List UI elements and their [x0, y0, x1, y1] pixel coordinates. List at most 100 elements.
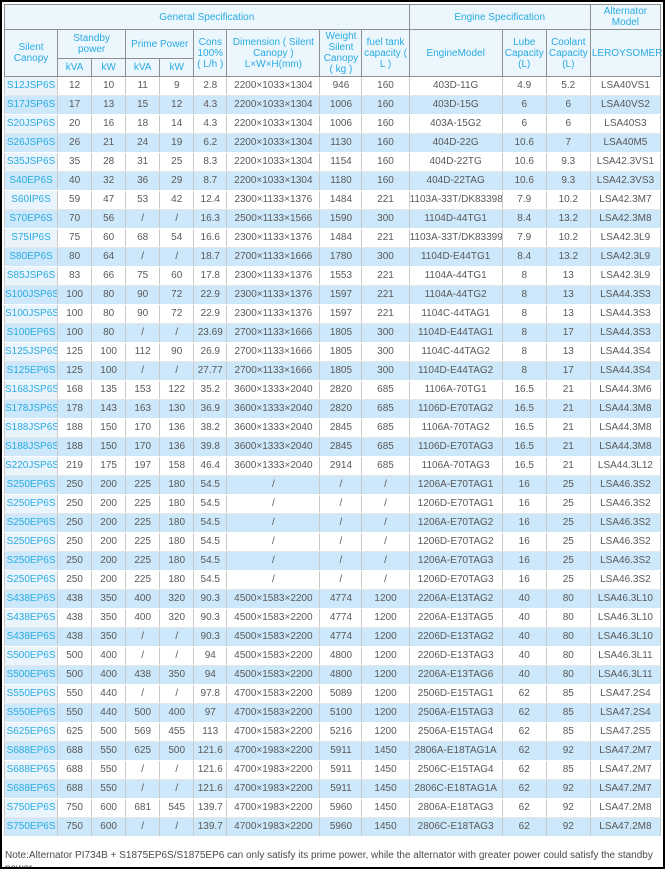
- silent-canopy-model-link[interactable]: S500EP6S: [3, 646, 59, 666]
- cons-100-value: 4.3: [193, 114, 228, 134]
- silent-canopy-model-link[interactable]: S85JSP6S: [3, 266, 59, 286]
- silent-canopy-model-link[interactable]: S625EP6S: [3, 722, 59, 742]
- dimension-value: 2300×1133×1376: [226, 304, 321, 324]
- standby-kva-value: 500: [57, 665, 93, 685]
- lube-capacity-value: 10.6: [501, 133, 547, 153]
- silent-canopy-model-link[interactable]: S250EP6S: [3, 551, 59, 571]
- silent-canopy-model-link[interactable]: S250EP6S: [3, 570, 59, 590]
- prime-kw-value: 545: [159, 798, 195, 818]
- silent-canopy-model-link[interactable]: S12JSP6S: [3, 76, 59, 96]
- silent-canopy-model-link[interactable]: S500EP6S: [3, 665, 59, 685]
- standby-kva-value: 750: [57, 817, 93, 837]
- silent-canopy-model-link[interactable]: S20JSP6S: [3, 114, 59, 134]
- silent-canopy-model-link[interactable]: S550EP6S: [3, 703, 59, 723]
- prime-kva-value: /: [125, 247, 161, 267]
- prime-kw-value: 500: [159, 741, 195, 761]
- fuel-tank-value: 300: [361, 247, 410, 267]
- table-row: S688EP6S 688 550 625 500 121.6 4700×1983…: [3, 741, 662, 761]
- silent-canopy-model-link[interactable]: S35JSP6S: [3, 152, 59, 172]
- standby-kw-value: 350: [91, 627, 127, 647]
- standby-kw-value: 80: [91, 304, 127, 324]
- silent-canopy-model-link[interactable]: S70EP6S: [3, 209, 59, 229]
- silent-canopy-model-link[interactable]: S438EP6S: [3, 589, 59, 609]
- silent-canopy-model-link[interactable]: S188JSP6S: [3, 418, 59, 438]
- table-row: S250EP6S 250 200 225 180 54.5 / / / 1206…: [3, 475, 662, 495]
- silent-canopy-model-link[interactable]: S17JSP6S: [3, 95, 59, 115]
- silent-canopy-model-link[interactable]: S75IP6S: [3, 228, 59, 248]
- table-row: S625EP6S 625 500 569 455 113 4700×1583×2…: [3, 722, 662, 742]
- lube-capacity-value: 62: [501, 817, 547, 837]
- silent-canopy-model-link[interactable]: S188JSP6S: [3, 437, 59, 457]
- standby-kva-value: 75: [57, 228, 93, 248]
- silent-canopy-model-link[interactable]: S550EP6S: [3, 684, 59, 704]
- silent-canopy-model-link[interactable]: S688EP6S: [3, 779, 59, 799]
- fuel-tank-value: 221: [361, 190, 410, 210]
- silent-canopy-model-link[interactable]: S250EP6S: [3, 532, 59, 552]
- dimension-value: 4700×1983×2200: [226, 817, 321, 837]
- silent-canopy-model-link[interactable]: S688EP6S: [3, 741, 59, 761]
- col-header-prime-power: Prime Power: [125, 29, 195, 59]
- lube-capacity-value: 8: [501, 323, 547, 343]
- prime-kva-value: 225: [125, 513, 161, 533]
- silent-canopy-model-link[interactable]: S250EP6S: [3, 494, 59, 514]
- silent-canopy-model-link[interactable]: S40EP6S: [3, 171, 59, 191]
- silent-canopy-model-link[interactable]: S250EP6S: [3, 513, 59, 533]
- standby-kva-value: 250: [57, 494, 93, 514]
- dimension-value: 3600×1333×2040: [226, 418, 321, 438]
- dimension-value: /: [226, 494, 321, 514]
- prime-kw-value: 9: [159, 76, 195, 96]
- silent-canopy-model-link[interactable]: S750EP6S: [3, 798, 59, 818]
- prime-kw-value: 72: [159, 285, 195, 305]
- silent-canopy-model-link[interactable]: S438EP6S: [3, 608, 59, 628]
- col-header-weight: Weight Silent Canopy ( kg ): [319, 29, 363, 77]
- silent-canopy-model-link[interactable]: S26JSP6S: [3, 133, 59, 153]
- silent-canopy-model-link[interactable]: S688EP6S: [3, 760, 59, 780]
- weight-value: 1597: [319, 304, 363, 324]
- silent-canopy-model-link[interactable]: S750EP6S: [3, 817, 59, 837]
- standby-kw-value: 175: [91, 456, 127, 476]
- silent-canopy-model-link[interactable]: S100JSP6S: [3, 304, 59, 324]
- prime-kva-value: 225: [125, 494, 161, 514]
- silent-canopy-model-link[interactable]: S125JSP6S: [3, 342, 59, 362]
- lube-capacity-value: 40: [501, 665, 547, 685]
- table-row: S688EP6S 688 550 / / 121.6 4700×1983×220…: [3, 779, 662, 799]
- silent-canopy-model-link[interactable]: S125EP6S: [3, 361, 59, 381]
- lube-capacity-value: 62: [501, 684, 547, 704]
- cons-100-value: 139.7: [193, 817, 228, 837]
- table-row: S20JSP6S 20 16 18 14 4.3 2200×1033×1304 …: [3, 114, 662, 134]
- silent-canopy-model-link[interactable]: S168JSP6S: [3, 380, 59, 400]
- silent-canopy-model-link[interactable]: S60IP6S: [3, 190, 59, 210]
- standby-kva-value: 70: [57, 209, 93, 229]
- coolant-capacity-value: 25: [545, 570, 591, 590]
- engine-model-value: 403D-15G: [408, 95, 503, 115]
- weight-value: 2820: [319, 380, 363, 400]
- lube-capacity-value: 16: [501, 551, 547, 571]
- standby-kva-value: 500: [57, 646, 93, 666]
- table-row: S438EP6S 438 350 400 320 90.3 4500×1583×…: [3, 608, 662, 628]
- cons-100-value: 121.6: [193, 741, 228, 761]
- dimension-value: 4700×1983×2200: [226, 798, 321, 818]
- fuel-tank-value: 685: [361, 380, 410, 400]
- silent-canopy-model-link[interactable]: S100JSP6S: [3, 285, 59, 305]
- standby-kva-value: 438: [57, 589, 93, 609]
- lube-capacity-value: 16.5: [501, 380, 547, 400]
- alternator-model-value: LSA44.3L12: [589, 456, 662, 476]
- weight-value: 1130: [319, 133, 363, 153]
- silent-canopy-model-link[interactable]: S250EP6S: [3, 475, 59, 495]
- silent-canopy-model-link[interactable]: S438EP6S: [3, 627, 59, 647]
- cons-100-value: 113: [193, 722, 228, 742]
- standby-kw-value: 150: [91, 437, 127, 457]
- standby-kva-value: 625: [57, 722, 93, 742]
- standby-kw-value: 200: [91, 532, 127, 552]
- lube-capacity-value: 7.9: [501, 228, 547, 248]
- engine-model-value: 1104A-44TG2: [408, 285, 503, 305]
- silent-canopy-model-link[interactable]: S80EP6S: [3, 247, 59, 267]
- coolant-capacity-value: 80: [545, 589, 591, 609]
- alternator-model-value: LSA46.3S2: [589, 494, 662, 514]
- silent-canopy-model-link[interactable]: S100EP6S: [3, 323, 59, 343]
- silent-canopy-model-link[interactable]: S220JSP6S: [3, 456, 59, 476]
- silent-canopy-model-link[interactable]: S178JSP6S: [3, 399, 59, 419]
- prime-kw-value: /: [159, 209, 195, 229]
- fuel-tank-value: 221: [361, 228, 410, 248]
- weight-value: 5100: [319, 703, 363, 723]
